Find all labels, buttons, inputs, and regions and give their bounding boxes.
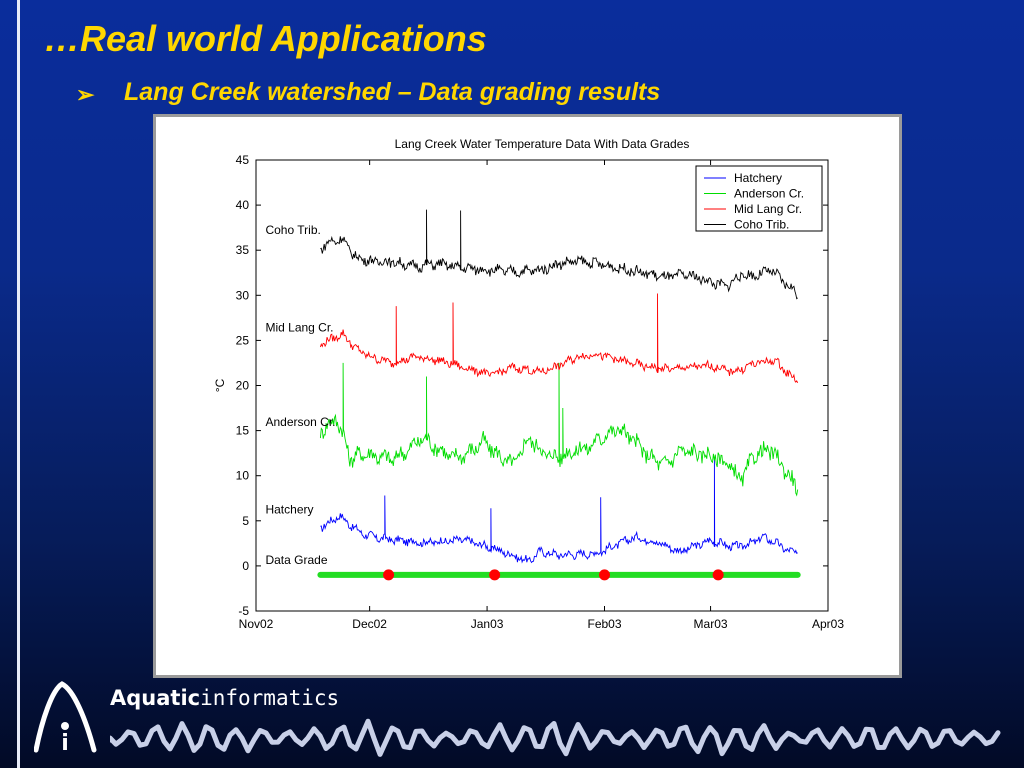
left-divider-line — [17, 0, 20, 768]
logo-letter: i — [61, 731, 69, 756]
brand-bold: Aquatic — [110, 686, 201, 710]
series-line-coho-trib — [320, 209, 799, 300]
legend-entry: Mid Lang Cr. — [734, 202, 802, 216]
y-axis-label: °C — [213, 378, 227, 392]
bullet-arrow-icon: ➢ — [76, 82, 95, 107]
y-tick-label: 35 — [236, 243, 250, 257]
series-annotation: Anderson Cr. — [265, 415, 335, 429]
chart-frame: Lang Creek Water Temperature Data With D… — [153, 114, 902, 678]
x-tick-label: Jan03 — [471, 617, 504, 631]
legend-entry: Anderson Cr. — [734, 187, 804, 201]
data-grade-marker — [383, 569, 395, 581]
x-tick-label: Feb03 — [587, 617, 621, 631]
slide-title: …Real world Applications — [44, 18, 487, 59]
data-grade-marker — [599, 569, 611, 581]
y-tick-label: 10 — [236, 469, 250, 483]
series-line-anderson-cr — [319, 362, 799, 497]
temperature-chart: Lang Creek Water Temperature Data With D… — [213, 137, 844, 631]
y-tick-label: 40 — [236, 198, 250, 212]
y-tick-label: 30 — [236, 288, 250, 302]
waveform-decoration — [110, 718, 1001, 757]
series-annotation: Mid Lang Cr. — [265, 320, 333, 334]
series-annotation: Data Grade — [265, 553, 327, 567]
series-line-mid-lang-cr — [319, 293, 799, 384]
legend-box — [695, 165, 823, 232]
y-tick-label: 45 — [236, 153, 250, 167]
y-tick-label: -5 — [238, 604, 249, 618]
y-tick-label: 15 — [236, 424, 250, 438]
legend-entry: Coho Trib. — [734, 218, 789, 232]
brand-light: informatics — [200, 686, 340, 710]
slide-subtitle: Lang Creek watershed – Data grading resu… — [124, 78, 661, 106]
chart-title: Lang Creek Water Temperature Data With D… — [395, 137, 690, 151]
aquatic-informatics-logo-icon: i — [34, 681, 97, 756]
x-tick-label: Dec02 — [352, 617, 387, 631]
y-tick-label: 0 — [242, 559, 249, 573]
series-line-hatchery — [320, 457, 798, 564]
y-tick-label: 5 — [242, 514, 249, 528]
x-tick-label: Apr03 — [812, 617, 844, 631]
x-tick-label: Mar03 — [694, 617, 728, 631]
x-tick-label: Nov02 — [239, 617, 274, 631]
data-grade-marker — [489, 569, 501, 581]
brand-name: Aquaticinformatics — [110, 686, 339, 711]
series-annotation: Coho Trib. — [265, 223, 320, 237]
y-tick-label: 20 — [236, 379, 250, 393]
data-grade-marker — [712, 569, 724, 581]
y-tick-label: 25 — [236, 333, 250, 347]
series-annotation: Hatchery — [265, 503, 313, 517]
legend-entry: Hatchery — [734, 171, 782, 185]
